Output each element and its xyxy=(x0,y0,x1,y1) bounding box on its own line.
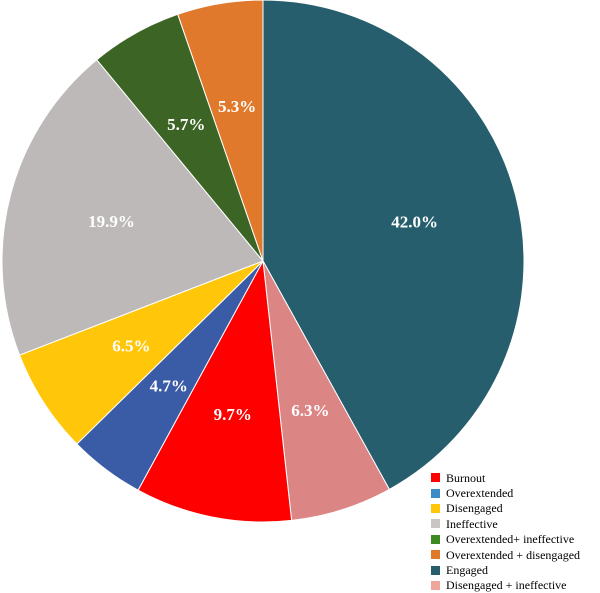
slice-value-label: 19.9% xyxy=(88,212,135,231)
legend-label: Disengaged + ineffective xyxy=(446,578,567,593)
pie-slice-engaged xyxy=(262,0,525,491)
legend-label: Ineffective xyxy=(446,516,498,531)
slice-value-label: 5.7% xyxy=(167,115,205,134)
legend-swatch xyxy=(431,488,440,498)
pie-slice-overextended-disengaged xyxy=(177,0,264,262)
legend-swatch xyxy=(431,550,440,560)
legend-item: Disengaged xyxy=(431,501,599,516)
slice-value-label: 6.5% xyxy=(112,336,150,355)
legend-label: Overextended xyxy=(446,486,514,501)
chart-legend: Burnout Overextended Disengaged Ineffective… xyxy=(431,470,599,593)
pie-slice-burnout xyxy=(137,259,293,523)
pie-labels: 42.0% 6.3% 9.7% 4.7% 6.5% 19.9% 5.7% 5.3% xyxy=(88,97,438,424)
legend-label: Overextended + disengaged xyxy=(446,547,581,562)
legend-item: Ineffective xyxy=(431,516,599,531)
slice-value-label: 42.0% xyxy=(391,212,438,231)
slice-value-label: 6.3% xyxy=(291,401,329,420)
legend-label: Engaged xyxy=(446,563,488,578)
legend-item: Disengaged + ineffective xyxy=(431,578,599,593)
legend-swatch xyxy=(431,473,440,483)
pie-slices xyxy=(1,0,525,523)
legend-swatch xyxy=(431,565,440,575)
legend-label: Disengaged xyxy=(446,501,503,516)
legend-label: Overextended+ ineffective xyxy=(446,532,575,547)
legend-item: Engaged xyxy=(431,562,599,577)
legend-item: Overextended xyxy=(431,485,599,500)
slice-value-label: 4.7% xyxy=(150,377,188,396)
pie-slice-ineffective xyxy=(1,59,264,356)
legend-item: Burnout xyxy=(431,470,599,485)
legend-swatch xyxy=(431,534,440,544)
legend-swatch xyxy=(431,519,440,529)
legend-item: Overextended + disengaged xyxy=(431,547,599,562)
legend-swatch xyxy=(431,503,440,513)
legend-swatch xyxy=(431,580,440,590)
slice-value-label: 5.3% xyxy=(218,97,256,116)
slice-value-label: 9.7% xyxy=(214,405,252,424)
legend-label: Burnout xyxy=(446,470,486,485)
legend-item: Overextended+ ineffective xyxy=(431,532,599,547)
